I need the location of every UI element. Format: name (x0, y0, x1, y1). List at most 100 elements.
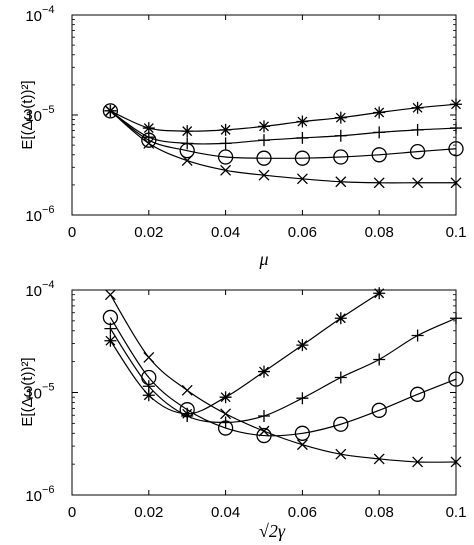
series-asterisk (104, 98, 462, 138)
data-point-cross (450, 456, 462, 468)
x-tick-label: 0.1 (446, 224, 467, 241)
data-point-plus (219, 137, 232, 150)
series-circle (102, 103, 464, 166)
chart-top: 0 0.02 0.04 0.06 0.08 0.1 10−610−510−4 E[(Δω(… (19, 4, 466, 269)
plot-frame (71, 289, 457, 496)
data-point-cross (296, 439, 308, 451)
series-asterisk (104, 287, 386, 420)
data-point-asterisk (373, 287, 386, 300)
data-point-plus (373, 353, 386, 366)
data-point-cross (220, 164, 232, 176)
y-tick-exponent: −6 (42, 204, 55, 216)
data-point-circle (217, 420, 234, 436)
data-point-circle (409, 386, 426, 402)
data-point-cross (335, 176, 347, 188)
y-tick-label: 10 (25, 108, 42, 125)
data-point-circle (102, 103, 119, 119)
x-tick-label: 0.02 (134, 224, 163, 241)
x-tick-label: 0 (68, 504, 76, 521)
data-point-cross (335, 448, 347, 460)
data-point-cross (373, 453, 385, 465)
data-point-circle (371, 147, 387, 163)
y-tick-exponent: −4 (42, 4, 55, 16)
series-line (110, 103, 457, 132)
x-tick-label: 0.1 (446, 504, 467, 521)
data-point-asterisk (450, 98, 462, 111)
data-point-asterisk (334, 312, 347, 325)
y-tick-exponent: −5 (42, 382, 55, 394)
x-tick-label: 0.04 (211, 504, 240, 521)
data-point-circle (256, 427, 272, 444)
x-axis-ticks: 0 0.02 0.04 0.06 0.08 0.1 (68, 290, 467, 521)
data-point-asterisk (142, 122, 155, 135)
data-point-circle (179, 143, 195, 159)
x-tick-label: 0.02 (134, 504, 163, 521)
data-point-asterisk (258, 365, 270, 378)
y-axis-label: E[(Δω(t))²] (19, 357, 36, 426)
data-point-cross (373, 177, 385, 189)
series-plus (104, 104, 462, 150)
data-point-asterisk (258, 120, 270, 133)
data-point-plus (334, 129, 347, 142)
y-axis-label: E[(Δω(t))²] (19, 80, 36, 149)
data-point-cross (104, 105, 116, 117)
data-point-cross (296, 173, 308, 185)
data-point-asterisk (219, 391, 232, 404)
chart-bottom: 0 0.02 0.04 0.06 0.08 0.1 10−610−510−4 E[(Δω(… (19, 279, 466, 541)
x-tick-label: 0.06 (288, 504, 317, 521)
y-tick-label: 10 (25, 386, 42, 403)
data-point-asterisk (296, 115, 309, 128)
data-point-plus (296, 131, 309, 144)
x-tick-label: 0.08 (365, 504, 394, 521)
x-axis-ticks: 0 0.02 0.04 0.06 0.08 0.1 (68, 15, 467, 241)
data-point-asterisk (334, 111, 347, 124)
y-axis-ticks: 10−610−510−4 (25, 279, 456, 505)
series-group (102, 98, 464, 189)
data-point-circle (371, 402, 387, 418)
data-point-plus (450, 122, 462, 135)
data-point-plus (411, 329, 424, 342)
data-point-cross (258, 425, 270, 437)
data-point-circle (409, 144, 426, 160)
data-point-cross (143, 351, 155, 363)
data-point-cross (143, 137, 155, 149)
series-line (110, 110, 456, 184)
data-point-asterisk (219, 123, 232, 136)
data-point-circle (256, 150, 272, 166)
x-tick-label: 0.06 (288, 224, 317, 241)
data-point-circle (333, 416, 349, 432)
y-axis-ticks: 10−610−510−4 (25, 4, 456, 225)
series-line (110, 110, 457, 145)
data-point-plus (258, 134, 270, 147)
y-tick-exponent: −5 (42, 104, 55, 116)
y-tick-label: 10 (25, 283, 42, 300)
series-line (109, 294, 457, 463)
x-tick-label: 0 (68, 224, 76, 241)
series-plus (104, 312, 462, 429)
data-point-asterisk (411, 101, 424, 114)
data-point-asterisk (296, 339, 309, 352)
series-cross (104, 289, 462, 468)
series-cross (104, 105, 462, 189)
data-point-circle (217, 149, 234, 165)
data-point-plus (258, 409, 270, 422)
x-axis-label: μ (258, 249, 268, 269)
data-point-circle (141, 369, 157, 386)
data-point-circle (294, 425, 311, 441)
series-line (109, 317, 457, 437)
series-line (110, 110, 457, 159)
x-axis-label: √2γ (259, 521, 286, 541)
data-point-circle (102, 309, 119, 326)
data-point-cross (258, 169, 270, 181)
y-tick-exponent: −6 (42, 484, 55, 496)
data-point-cross (412, 177, 424, 189)
data-point-plus (334, 371, 347, 384)
data-point-circle (294, 150, 311, 166)
series-circle (102, 309, 464, 444)
data-point-plus (450, 312, 462, 325)
data-point-plus (373, 126, 386, 139)
data-point-cross (181, 155, 193, 167)
data-point-cross (104, 289, 116, 301)
y-tick-label: 10 (25, 8, 42, 25)
